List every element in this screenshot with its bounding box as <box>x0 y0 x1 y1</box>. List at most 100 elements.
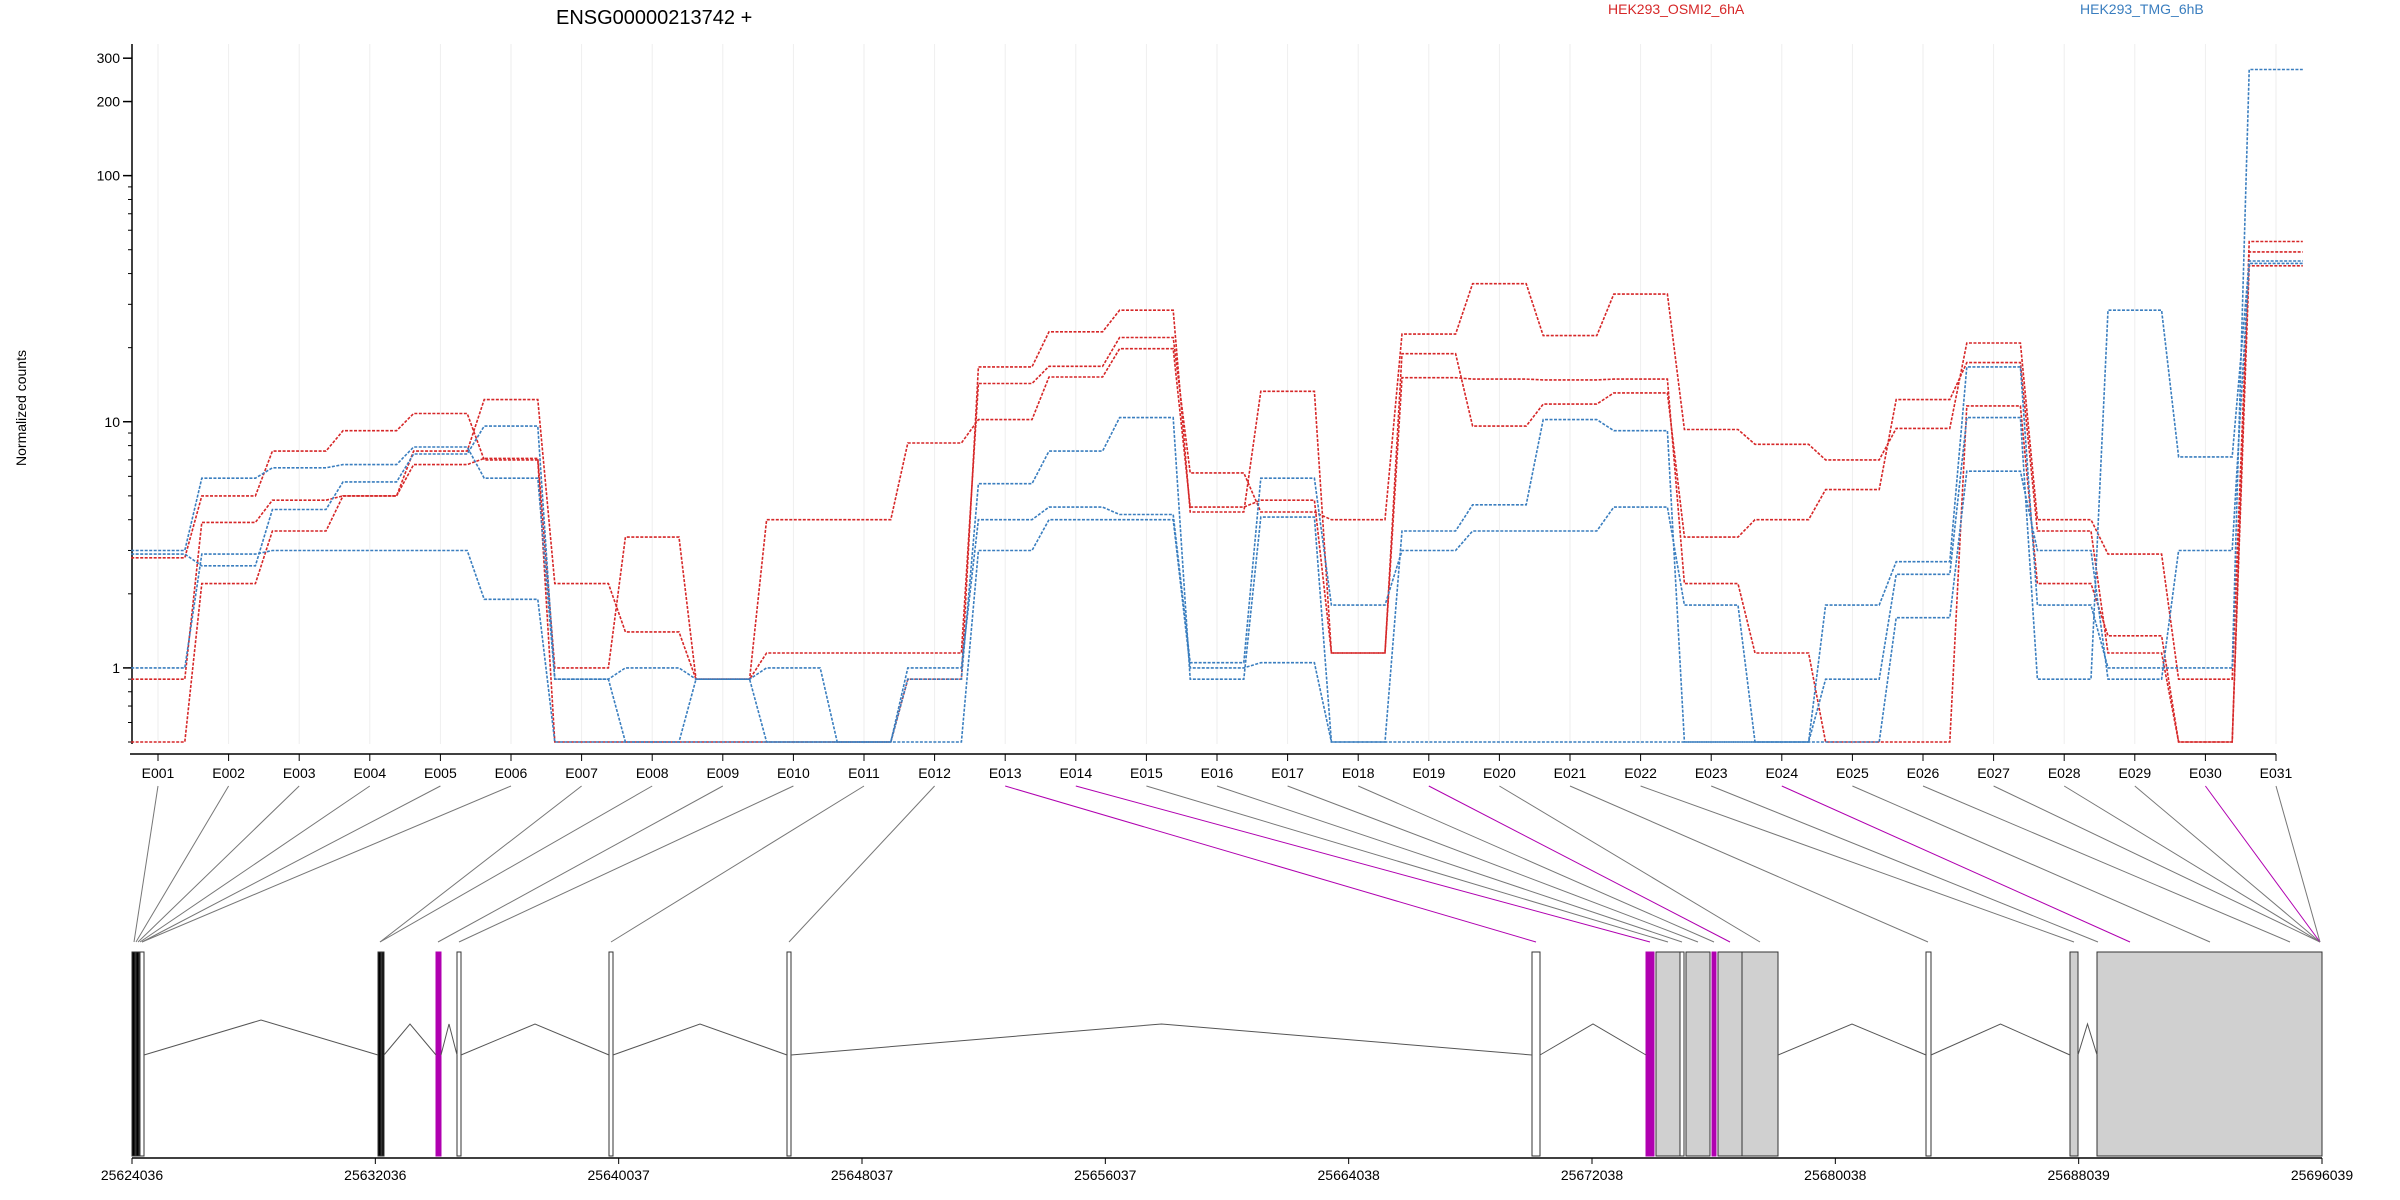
exon-block-10 <box>1645 951 1655 1157</box>
y-tick-label-200: 200 <box>97 94 121 110</box>
connector-E021 <box>1569 785 1929 943</box>
connector-E015 <box>1146 785 1669 943</box>
genomic-tick-label-3: 25648037 <box>831 1167 894 1183</box>
connector-E002 <box>135 785 230 943</box>
x-tick-label-E016: E016 <box>1201 765 1234 781</box>
series-line-2 <box>131 240 2303 743</box>
x-tick-label-E001: E001 <box>142 765 175 781</box>
series-line-4 <box>131 260 2303 743</box>
x-tick-label-E027: E027 <box>1977 765 2010 781</box>
exon-block-14 <box>1711 951 1717 1157</box>
connector-E029 <box>2134 785 2321 943</box>
exon-block-19 <box>2096 951 2323 1157</box>
x-tick-label-E010: E010 <box>777 765 810 781</box>
connector-E030 <box>2204 785 2321 943</box>
exon-block-17 <box>1925 951 1932 1157</box>
x-tick-label-E023: E023 <box>1695 765 1728 781</box>
x-tick-label-E018: E018 <box>1342 765 1375 781</box>
x-tick-label-E028: E028 <box>2048 765 2081 781</box>
x-tick-label-E025: E025 <box>1836 765 1869 781</box>
x-tick-label-E022: E022 <box>1624 765 1657 781</box>
connector-E007 <box>379 785 582 943</box>
chart-title: ENSG00000213742 + <box>556 7 752 29</box>
connector-E006 <box>141 785 512 943</box>
x-tick-label-E021: E021 <box>1554 765 1587 781</box>
genomic-tick-label-6: 25672038 <box>1561 1167 1624 1183</box>
x-tick-label-E007: E007 <box>565 765 598 781</box>
x-tick-label-E005: E005 <box>424 765 457 781</box>
connector-E004 <box>139 785 371 943</box>
connector-E017 <box>1287 785 1699 943</box>
connector-E031 <box>2275 785 2321 943</box>
y-tick-label-10: 10 <box>104 414 120 430</box>
y-axis-label: Normalized counts <box>13 350 29 466</box>
connector-E026 <box>1922 785 2291 943</box>
genomic-tick-label-2: 25640037 <box>588 1167 651 1183</box>
exon-block-2 <box>139 951 145 1157</box>
series-line-0 <box>131 265 2303 743</box>
connector-E008 <box>379 785 653 943</box>
connector-E023 <box>1711 785 2099 943</box>
x-tick-label-E014: E014 <box>1059 765 1092 781</box>
exon-block-4 <box>381 951 385 1157</box>
connector-E027 <box>1993 785 2321 943</box>
connector-E011 <box>610 785 865 943</box>
genomic-tick-label-9: 25696039 <box>2291 1167 2354 1183</box>
legend-entry-tmg: HEK293_TMG_6hB <box>2080 1 2204 17</box>
connector-E001 <box>133 785 159 943</box>
exon-block-9 <box>1531 951 1541 1157</box>
connector-E020 <box>1499 785 1761 943</box>
connector-E016 <box>1216 785 1683 943</box>
x-tick-label-E030: E030 <box>2189 765 2222 781</box>
connector-E019 <box>1428 785 1731 943</box>
intron-5 <box>790 1023 1533 1056</box>
y-tick-label-100: 100 <box>97 168 121 184</box>
x-tick-label-E004: E004 <box>353 765 386 781</box>
x-tick-label-E008: E008 <box>636 765 669 781</box>
x-tick-label-E015: E015 <box>1130 765 1163 781</box>
exon-block-15 <box>1717 951 1743 1157</box>
exon-block-6 <box>456 951 462 1157</box>
intron-0 <box>143 1019 379 1056</box>
y-tick-label-300: 300 <box>97 50 121 66</box>
genomic-tick-label-0: 25624036 <box>101 1167 164 1183</box>
connector-E009 <box>437 785 724 943</box>
intron-4 <box>612 1023 788 1056</box>
y-tick-label-1: 1 <box>112 660 120 676</box>
exon-block-1 <box>135 951 140 1157</box>
connector-E005 <box>141 785 441 943</box>
intron-2 <box>440 1023 458 1056</box>
x-tick-label-E002: E002 <box>212 765 245 781</box>
exon-block-12 <box>1679 951 1685 1157</box>
connector-E013 <box>1005 785 1537 943</box>
x-tick-label-E017: E017 <box>1271 765 1304 781</box>
connector-E025 <box>1852 785 2211 943</box>
connector-E028 <box>2063 785 2321 943</box>
connector-E014 <box>1075 785 1651 943</box>
genomic-tick-label-5: 25664038 <box>1318 1167 1381 1183</box>
exon-block-7 <box>608 951 614 1157</box>
genomic-tick-label-8: 25688039 <box>2048 1167 2111 1183</box>
axes: 1 10 100 200 300 E001 E002 E003 E004 E005 E006 E007… <box>97 44 2293 781</box>
genomic-tick-label-1: 25632036 <box>344 1167 407 1183</box>
x-tick-label-E006: E006 <box>495 765 528 781</box>
x-tick-label-E031: E031 <box>2260 765 2293 781</box>
exon-block-11 <box>1655 951 1681 1157</box>
x-tick-label-E020: E020 <box>1483 765 1516 781</box>
series-lines <box>131 68 2303 743</box>
x-tick-label-E012: E012 <box>918 765 951 781</box>
exon-block-0 <box>131 951 136 1157</box>
connector-E003 <box>137 785 300 943</box>
connector-E018 <box>1357 785 1715 943</box>
exon-connectors <box>133 785 2321 943</box>
intron-1 <box>383 1023 437 1056</box>
gene-model: 25624036 25632036 25640037 25648037 25656037… <box>101 951 2354 1183</box>
exon-block-18 <box>2069 951 2079 1157</box>
connector-E024 <box>1781 785 2131 943</box>
x-tick-label-E029: E029 <box>2118 765 2151 781</box>
connector-E022 <box>1640 785 2075 943</box>
x-tick-label-E024: E024 <box>1765 765 1798 781</box>
x-tick-label-E026: E026 <box>1907 765 1940 781</box>
exon-block-8 <box>786 951 792 1157</box>
